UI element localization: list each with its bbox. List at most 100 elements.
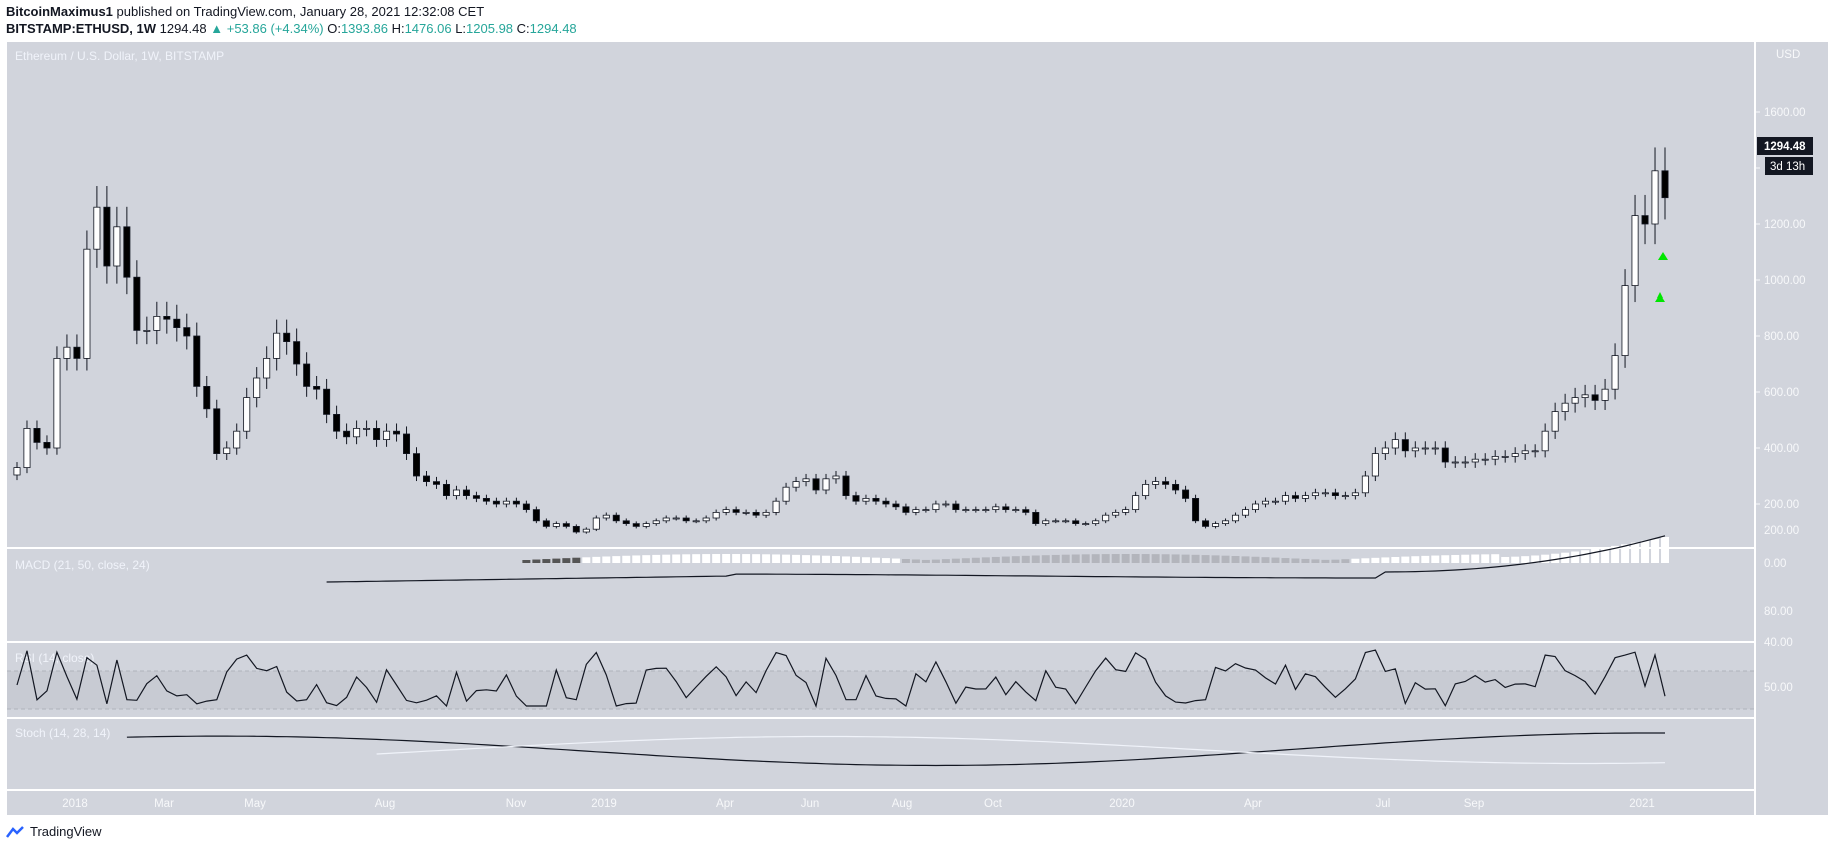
macd-histogram-bar [672, 554, 681, 563]
candle-body [1471, 458, 1479, 463]
macd-histogram-bar [1191, 554, 1200, 563]
candle-body [592, 517, 600, 530]
indicator-tick-label: 0.00 [1764, 558, 1786, 570]
macd-histogram-bar [772, 554, 781, 563]
candle-body [1351, 492, 1359, 496]
candle-body [852, 495, 860, 502]
candle-body [1441, 447, 1449, 463]
candle-body [1102, 514, 1110, 522]
candle-body [1341, 495, 1349, 498]
candle-body [1541, 430, 1549, 452]
signal-arrow-icon [1658, 252, 1668, 260]
macd-histogram-bar [1351, 558, 1360, 563]
macd-histogram-bar [632, 555, 641, 563]
candle-body [1082, 523, 1090, 526]
candle-body [383, 430, 391, 441]
chart-area[interactable]: Ethereum / U.S. Dollar, 1W, BITSTAMP MAC… [0, 42, 1828, 817]
candle-body [143, 329, 151, 332]
main-pane-bg [7, 42, 1754, 547]
macd-histogram-bar [822, 555, 831, 563]
candle-body [632, 523, 640, 527]
candle-body [912, 509, 920, 513]
candle-body [343, 430, 351, 438]
macd-histogram-bar [1241, 556, 1250, 563]
macd-histogram-bar [931, 559, 940, 563]
low-value: 1205.98 [466, 21, 514, 36]
countdown-badge [1765, 157, 1813, 175]
candle-body [1172, 483, 1180, 491]
macd-histogram-bar [1621, 544, 1630, 563]
candle-body [792, 481, 800, 488]
macd-histogram-bar [1321, 559, 1330, 563]
candle-body [83, 248, 91, 359]
macd-histogram [522, 537, 1670, 563]
candle-body [1461, 461, 1469, 464]
candle-body [1581, 394, 1589, 398]
tradingview-footer[interactable]: TradingView [6, 824, 102, 839]
candle-body [972, 509, 980, 512]
candle-body [1621, 285, 1629, 357]
price-tick-label: 1000.00 [1764, 275, 1806, 287]
macd-histogram-bar [652, 554, 661, 563]
macd-histogram-bar [692, 554, 701, 563]
macd-histogram-bar [572, 557, 581, 563]
indicator-axis-ticks: 200.00 0.00 80.00 40.00 50.00 [1764, 525, 1799, 694]
candle-body [1651, 170, 1659, 225]
macd-histogram-bar [1121, 554, 1130, 563]
macd-histogram-bar [1471, 554, 1480, 563]
candle-body [323, 388, 331, 415]
indicator-tick-label: 80.00 [1764, 606, 1793, 618]
candle-body [1431, 447, 1439, 450]
candle-body [442, 483, 450, 496]
candle-body [882, 500, 890, 505]
candle-body [273, 332, 281, 359]
countdown-badge-text: 3d 13h [1770, 161, 1805, 173]
candle-body [1511, 453, 1519, 457]
candle-body [822, 478, 830, 491]
stoch-pane-bg [7, 719, 1754, 789]
candle-body [1261, 500, 1269, 505]
macd-histogram-bar [1521, 556, 1530, 563]
candle-body [1491, 455, 1499, 460]
candle-body [253, 377, 261, 399]
macd-histogram-bar [702, 554, 711, 563]
macd-histogram-bar [1531, 555, 1540, 563]
price-tick-label: 200.00 [1764, 499, 1799, 511]
candle-body [73, 346, 81, 359]
macd-histogram-bar [1101, 554, 1110, 563]
candle-body [1331, 492, 1339, 496]
macd-histogram-bar [871, 557, 880, 563]
price-badge [1757, 137, 1813, 155]
macd-histogram-bar [1371, 557, 1380, 563]
candles [13, 147, 1669, 534]
macd-histogram-bar [841, 556, 850, 563]
candle-body [892, 503, 900, 508]
candle-body [1212, 523, 1220, 527]
time-tick-label: Sep [1464, 798, 1484, 810]
time-tick-label: 2019 [591, 798, 617, 810]
candle-body [612, 514, 620, 522]
macd-histogram-bar [1161, 554, 1170, 563]
macd-histogram-bar [911, 559, 920, 563]
indicator-tick-label: 40.00 [1764, 637, 1793, 649]
price-axis-ticks: 1600.001400.001200.001000.00800.00600.00… [1756, 107, 1806, 511]
macd-histogram-bar [542, 559, 551, 563]
candle-body [982, 509, 990, 512]
author-name[interactable]: BitcoinMaximus1 [6, 4, 113, 19]
candle-body [1271, 500, 1279, 503]
publish-line: BitcoinMaximus1 published on TradingView… [6, 4, 484, 19]
macd-histogram-bar [1151, 554, 1160, 563]
candle-body [562, 523, 570, 527]
macd-histogram-bar [622, 555, 631, 563]
candle-body [662, 517, 670, 522]
rsi-line [16, 649, 1666, 708]
macd-histogram-bar [532, 559, 541, 563]
price-badge-text: 1294.48 [1764, 141, 1806, 153]
candle-body [432, 481, 440, 485]
macd-histogram-bar [961, 558, 970, 563]
candle-body [313, 385, 321, 390]
candle-body [393, 430, 401, 435]
symbol-label: BITSTAMP:ETHUSD, 1W [6, 21, 156, 36]
price-tick-label: 400.00 [1764, 443, 1799, 455]
macd-histogram-bar [802, 555, 811, 563]
